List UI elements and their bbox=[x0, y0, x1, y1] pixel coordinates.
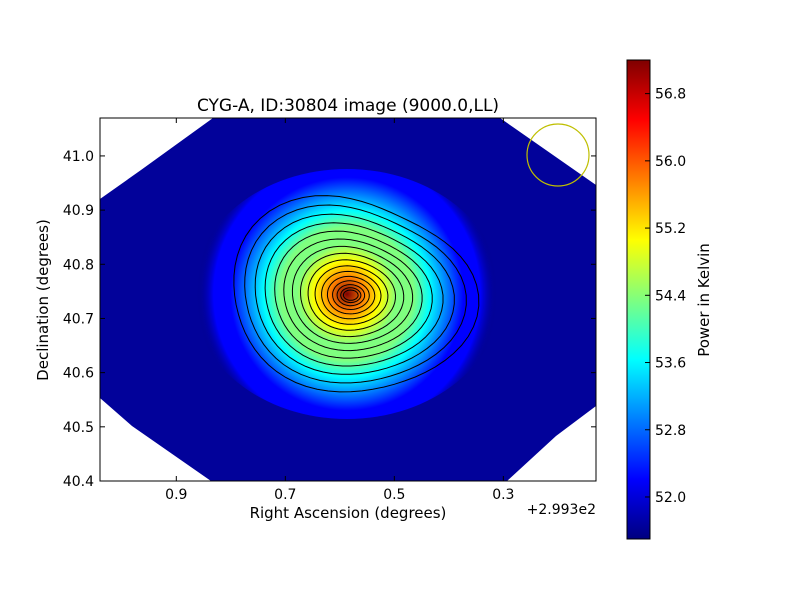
contour-line bbox=[233, 195, 480, 393]
y-tick-label: 40.8 bbox=[63, 257, 94, 273]
colorbar-tick-label: 53.6 bbox=[655, 356, 686, 372]
plot-frame bbox=[99, 117, 597, 482]
chart-title: CYG-A, ID:30804 image (9000.0,LL) bbox=[197, 96, 499, 116]
contour-line bbox=[254, 213, 455, 375]
x-offset-label: +2.993e2 bbox=[527, 502, 596, 518]
y-tick-label: 40.7 bbox=[63, 311, 94, 327]
contour-line bbox=[342, 289, 359, 301]
x-axis-ticks: 0.9 0.7 0.5 0.3 bbox=[165, 118, 514, 503]
contour-line bbox=[244, 204, 467, 384]
colorbar-tick-label: 55.2 bbox=[655, 221, 686, 237]
x-tick-label: 0.7 bbox=[274, 487, 296, 503]
colorbar-tick-label: 52.8 bbox=[655, 423, 686, 439]
contour-line bbox=[314, 265, 389, 325]
y-tick-label: 40.6 bbox=[63, 366, 94, 382]
colorbar bbox=[626, 59, 651, 540]
contour-line bbox=[307, 259, 397, 331]
contour-line bbox=[291, 245, 414, 344]
x-tick-label: 0.5 bbox=[383, 487, 405, 503]
contour-line bbox=[332, 280, 370, 311]
y-tick-label: 41.0 bbox=[63, 149, 94, 165]
contour-line bbox=[340, 287, 362, 304]
contour-line bbox=[283, 238, 423, 352]
beam-circle bbox=[526, 123, 590, 187]
colorbar-label: Power in Kelvin bbox=[695, 243, 713, 357]
y-tick-label: 40.4 bbox=[63, 474, 94, 490]
image-footprint bbox=[100, 118, 596, 481]
x-tick-label: 0.3 bbox=[492, 487, 514, 503]
y-tick-label: 40.9 bbox=[63, 203, 94, 219]
contour-line bbox=[336, 284, 366, 307]
colorbar-ticks: 52.0 52.8 53.6 54.4 55.2 56.0 56.8 bbox=[645, 87, 686, 506]
contour-line bbox=[264, 222, 444, 367]
x-axis-label: Right Ascension (degrees) bbox=[250, 504, 447, 522]
y-tick-label: 40.5 bbox=[63, 420, 94, 436]
colorbar-tick-label: 56.8 bbox=[655, 87, 686, 103]
x-tick-label: 0.9 bbox=[165, 487, 187, 503]
contour-line bbox=[326, 275, 376, 315]
colorbar-tick-label: 52.0 bbox=[655, 490, 686, 506]
source-emission bbox=[192, 169, 502, 419]
contour-line bbox=[299, 252, 405, 338]
contour-line bbox=[274, 230, 433, 359]
colorbar-tick-label: 54.4 bbox=[655, 288, 686, 304]
y-axis-label: Declination (degrees) bbox=[34, 219, 52, 381]
colorbar-tick-label: 56.0 bbox=[655, 154, 686, 170]
y-axis-ticks: 40.4 40.5 40.6 40.7 40.8 40.9 41.0 bbox=[63, 149, 596, 490]
contour-lines bbox=[233, 195, 480, 393]
contour-line bbox=[321, 270, 382, 320]
